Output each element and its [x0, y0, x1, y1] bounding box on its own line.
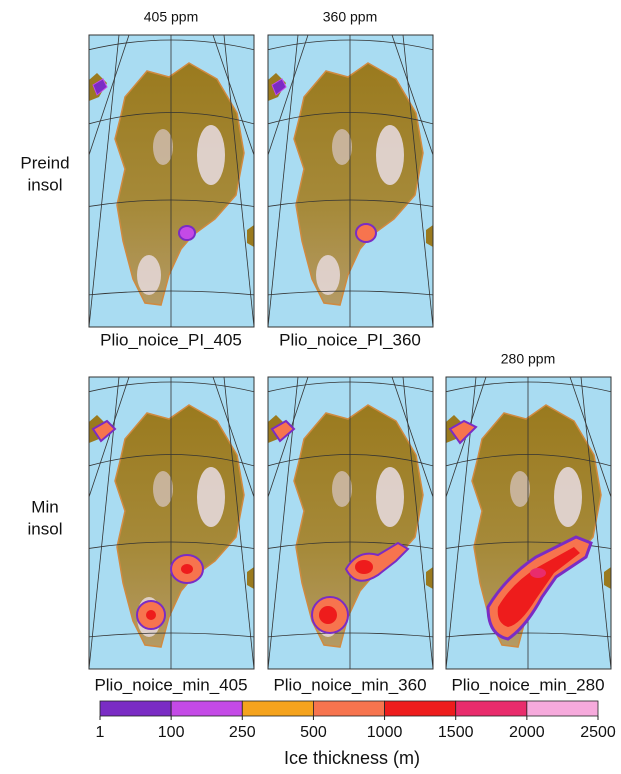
row-label: insol: [28, 519, 63, 538]
colorbar-tick-label: 500: [300, 724, 327, 741]
row-label: insol: [28, 175, 63, 194]
map-panel: [426, 377, 621, 669]
colorbar-tick-label: 2000: [509, 724, 545, 741]
colorbar-segment: [313, 700, 385, 717]
colorbar-tick-label: 250: [229, 724, 256, 741]
column-header: 360 ppm: [323, 9, 377, 25]
colorbar-tick-label: 100: [158, 724, 185, 741]
colorbar-segment: [99, 700, 172, 717]
panel-label: Plio_noice_min_360: [273, 675, 426, 694]
colorbar-segment: [455, 700, 528, 717]
map-panel: [248, 35, 453, 327]
panel-label: Plio_noice_PI_405: [100, 330, 242, 349]
colorbar-segment: [526, 700, 599, 717]
panel-label: Plio_noice_PI_360: [279, 330, 421, 349]
colorbar-tick-label: 1: [96, 724, 105, 741]
colorbar-label: Ice thickness (m): [284, 748, 420, 768]
colorbar-tick-label: 1000: [367, 724, 403, 741]
colorbar: 1 100 250 500 1000 1500 2000 2500: [96, 700, 616, 741]
colorbar-segment: [384, 700, 457, 717]
column-header: 405 ppm: [144, 9, 198, 25]
map-panel: [248, 377, 453, 669]
column-header: 280 ppm: [501, 351, 555, 367]
colorbar-segment: [241, 700, 314, 717]
colorbar-tick-label: 1500: [438, 724, 474, 741]
colorbar-tick-label: 2500: [580, 724, 616, 741]
panel-label: Plio_noice_min_280: [451, 675, 604, 694]
row-label: Preind: [20, 153, 69, 172]
panel-label: Plio_noice_min_405: [94, 675, 247, 694]
map-panel: [69, 35, 274, 327]
row-label: Min: [31, 497, 58, 516]
colorbar-segment: [170, 700, 243, 717]
map-panel: [69, 377, 274, 669]
